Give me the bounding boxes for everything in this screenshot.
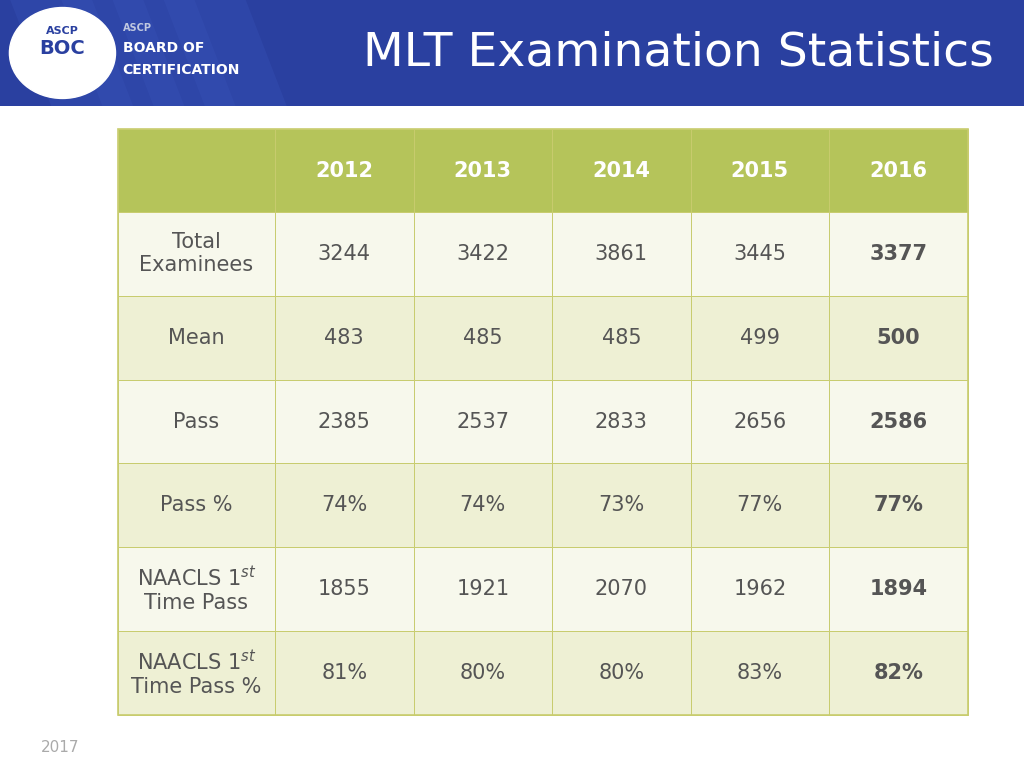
Polygon shape: [10, 0, 133, 106]
Text: ASCP: ASCP: [123, 23, 152, 34]
Text: 2015: 2015: [731, 161, 788, 180]
Bar: [275, 212, 414, 296]
Text: 73%: 73%: [598, 495, 644, 515]
Bar: [552, 548, 690, 631]
Bar: [118, 129, 275, 212]
Text: ASCP: ASCP: [46, 26, 79, 36]
Text: 81%: 81%: [322, 663, 368, 683]
Bar: [275, 296, 414, 379]
Text: Total
Examinees: Total Examinees: [139, 232, 254, 276]
Text: 74%: 74%: [322, 495, 368, 515]
Bar: [414, 548, 552, 631]
Bar: [552, 296, 690, 379]
Text: BOC: BOC: [40, 38, 85, 58]
Bar: [552, 631, 690, 715]
Text: 2385: 2385: [317, 412, 371, 432]
Bar: [414, 379, 552, 463]
Text: 2537: 2537: [457, 412, 509, 432]
Text: NAACLS 1$^{st}$
Time Pass: NAACLS 1$^{st}$ Time Pass: [136, 565, 256, 614]
Polygon shape: [113, 0, 236, 106]
Text: 2013: 2013: [454, 161, 512, 180]
Bar: [414, 296, 552, 379]
Text: 2012: 2012: [315, 161, 374, 180]
Bar: [690, 129, 829, 212]
Polygon shape: [164, 0, 287, 106]
Bar: [829, 548, 968, 631]
Bar: [118, 129, 968, 715]
Bar: [118, 463, 275, 548]
Bar: [829, 212, 968, 296]
Text: 3861: 3861: [595, 243, 648, 264]
Bar: [275, 379, 414, 463]
Bar: [118, 379, 275, 463]
Bar: [414, 631, 552, 715]
Polygon shape: [61, 0, 184, 106]
Bar: [118, 212, 275, 296]
Text: 80%: 80%: [598, 663, 644, 683]
Bar: [690, 296, 829, 379]
Bar: [829, 296, 968, 379]
Bar: [690, 548, 829, 631]
Text: 2833: 2833: [595, 412, 648, 432]
Text: 1962: 1962: [733, 579, 786, 599]
Text: 2017: 2017: [41, 740, 80, 755]
Bar: [118, 296, 275, 379]
Bar: [414, 212, 552, 296]
Bar: [275, 631, 414, 715]
Bar: [118, 548, 275, 631]
Text: 485: 485: [463, 328, 503, 348]
Bar: [275, 129, 414, 212]
Bar: [118, 631, 275, 715]
Text: 1894: 1894: [869, 579, 928, 599]
Text: 3244: 3244: [317, 243, 371, 264]
Text: 77%: 77%: [736, 495, 783, 515]
Bar: [275, 463, 414, 548]
Text: 483: 483: [325, 328, 365, 348]
Bar: [414, 463, 552, 548]
Bar: [414, 129, 552, 212]
Text: 83%: 83%: [737, 663, 783, 683]
Text: 1855: 1855: [317, 579, 371, 599]
Bar: [275, 548, 414, 631]
Bar: [690, 379, 829, 463]
Bar: [829, 379, 968, 463]
Text: 2014: 2014: [592, 161, 650, 180]
Circle shape: [9, 8, 116, 98]
Bar: [690, 212, 829, 296]
Text: 74%: 74%: [460, 495, 506, 515]
Text: 500: 500: [877, 328, 921, 348]
Text: Mean: Mean: [168, 328, 224, 348]
Bar: [552, 212, 690, 296]
Text: MLT Examination Statistics: MLT Examination Statistics: [362, 31, 993, 75]
Text: NAACLS 1$^{st}$
Time Pass %: NAACLS 1$^{st}$ Time Pass %: [131, 649, 261, 697]
Text: 3377: 3377: [869, 243, 928, 264]
Text: Pass %: Pass %: [160, 495, 232, 515]
Text: 80%: 80%: [460, 663, 506, 683]
Text: CERTIFICATION: CERTIFICATION: [123, 63, 240, 78]
Text: 2586: 2586: [869, 412, 928, 432]
Text: 77%: 77%: [873, 495, 924, 515]
Text: 1921: 1921: [457, 579, 509, 599]
Bar: [552, 129, 690, 212]
Text: 2016: 2016: [869, 161, 928, 180]
Text: 3422: 3422: [457, 243, 509, 264]
Text: 2070: 2070: [595, 579, 648, 599]
Bar: [552, 463, 690, 548]
Bar: [829, 631, 968, 715]
Text: 82%: 82%: [873, 663, 924, 683]
Bar: [690, 631, 829, 715]
Text: 3445: 3445: [733, 243, 786, 264]
Text: 2656: 2656: [733, 412, 786, 432]
Text: BOARD OF: BOARD OF: [123, 41, 204, 55]
Text: 485: 485: [601, 328, 641, 348]
Bar: [829, 463, 968, 548]
Bar: [552, 379, 690, 463]
Bar: [690, 463, 829, 548]
Text: 499: 499: [740, 328, 780, 348]
Text: Pass: Pass: [173, 412, 219, 432]
Bar: [829, 129, 968, 212]
